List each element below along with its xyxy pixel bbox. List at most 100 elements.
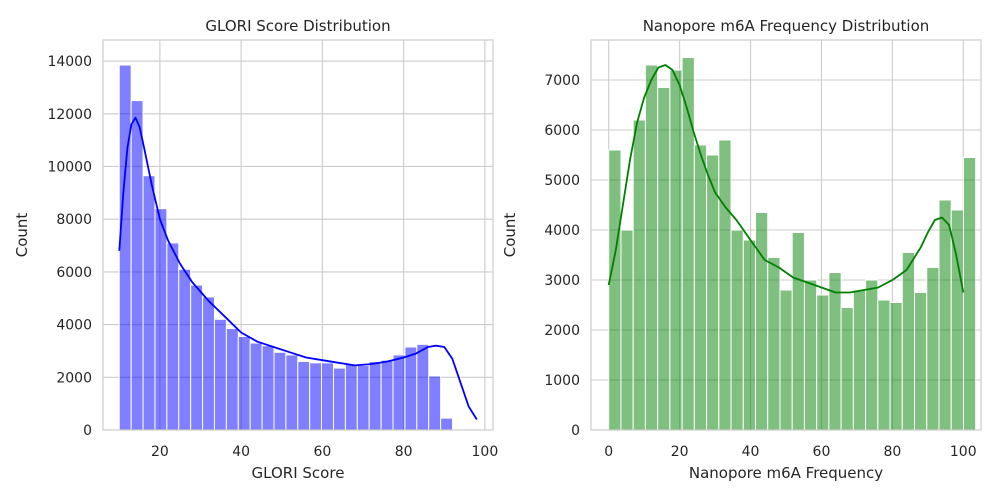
- nanopore-histogram-bar: [865, 279, 879, 431]
- nanopore-kde-line: [607, 64, 965, 294]
- nanopore-kde-curve: [607, 64, 965, 294]
- nanopore-x-tick-label: 80: [883, 444, 901, 460]
- nanopore-histogram-bar: [816, 294, 830, 431]
- nanopore-histogram-bar: [742, 239, 757, 431]
- nanopore-histogram-bar: [767, 257, 781, 431]
- glori-histogram-bar: [404, 346, 418, 431]
- nanopore-y-tick-labels: 0 1000 2000 3000 4000 5000 6000 7000: [544, 73, 580, 439]
- glori-y-axis-label: Count: [13, 213, 31, 258]
- glori-histogram-bar: [321, 362, 335, 431]
- glori-histogram-bar: [154, 208, 168, 431]
- nanopore-histogram-bar: [828, 272, 842, 431]
- glori-histogram-bar: [344, 363, 358, 431]
- nanopore-y-tick-label: 1000: [544, 373, 580, 389]
- glori-histogram-bar: [333, 367, 346, 431]
- nanopore-y-tick-label: 3000: [544, 273, 580, 289]
- nanopore-x-tick-label: 60: [813, 444, 831, 460]
- nanopore-histogram-bar: [669, 69, 683, 431]
- glori-bars: [118, 64, 454, 431]
- nanopore-y-tick-label: 0: [571, 423, 580, 439]
- nanopore-histogram-bar: [926, 267, 940, 431]
- glori-histogram-bar: [380, 359, 394, 431]
- glori-score-histogram: 20 40 60 80 100 0 2000 4000 6000 8000 10000 12000 1…: [13, 17, 498, 482]
- nanopore-y-tick-label: 4000: [544, 223, 580, 239]
- nanopore-histogram-bar: [889, 302, 903, 431]
- nanopore-histogram-bar: [877, 299, 891, 431]
- glori-y-tick-label: 0: [83, 423, 92, 439]
- glori-histogram-bar: [285, 354, 299, 431]
- nanopore-histogram-bar: [755, 212, 769, 431]
- nanopore-histogram-bar: [914, 292, 928, 431]
- glori-histogram-bar: [225, 328, 239, 431]
- glori-y-tick-label: 12000: [47, 107, 92, 123]
- glori-histogram-bar: [261, 345, 275, 431]
- nanopore-histogram-bar: [632, 119, 646, 431]
- glori-histogram-bar: [142, 175, 156, 431]
- glori-histogram-bar: [273, 351, 287, 431]
- nanopore-histogram-bar: [962, 157, 977, 431]
- glori-y-tick-label: 6000: [56, 265, 92, 281]
- glori-x-tick-labels: 20 40 60 80 100: [151, 444, 498, 460]
- glori-y-tick-label: 2000: [56, 370, 92, 386]
- glori-histogram-bar: [202, 296, 215, 431]
- glori-x-tick-label: 80: [395, 444, 413, 460]
- glori-histogram-bar: [213, 318, 227, 431]
- glori-y-tick-label: 8000: [56, 212, 92, 228]
- nanopore-x-tick-label: 40: [742, 444, 760, 460]
- nanopore-histogram-bar: [803, 279, 818, 431]
- glori-chart-title: GLORI Score Distribution: [205, 17, 390, 35]
- nanopore-histogram-bar: [938, 199, 952, 431]
- nanopore-histogram-bar: [779, 289, 793, 431]
- glori-histogram-bar: [368, 360, 382, 431]
- nanopore-histogram-bar: [718, 139, 732, 431]
- nanopore-histogram-bar: [901, 252, 916, 431]
- nanopore-y-tick-label: 6000: [544, 123, 580, 139]
- nanopore-histogram-bar: [608, 149, 622, 431]
- glori-histogram-bar: [166, 242, 180, 431]
- nanopore-histogram-bar: [791, 232, 805, 431]
- nanopore-x-axis-label: Nanopore m6A Frequency: [689, 464, 883, 482]
- nanopore-y-tick-label: 5000: [544, 173, 580, 189]
- glori-histogram-bar: [428, 375, 442, 431]
- glori-y-tick-label: 10000: [47, 159, 92, 175]
- nanopore-histogram-bar: [852, 289, 867, 431]
- glori-histogram-bar: [440, 417, 454, 431]
- nanopore-y-tick-label: 7000: [544, 73, 580, 89]
- glori-histogram-bar: [237, 335, 251, 431]
- glori-x-tick-label: 40: [232, 444, 250, 460]
- glori-histogram-bar: [356, 364, 370, 431]
- glori-x-tick-label: 60: [313, 444, 331, 460]
- glori-kde-curve: [118, 116, 478, 420]
- nanopore-axes-frame: [590, 39, 982, 431]
- glori-y-tick-labels: 0 2000 4000 6000 8000 10000 12000 14000: [47, 54, 92, 439]
- nanopore-chart-title: Nanopore m6A Frequency Distribution: [643, 17, 930, 35]
- glori-histogram-bar: [130, 100, 144, 431]
- glori-y-tick-label: 4000: [56, 318, 92, 334]
- glori-histogram-bar: [178, 268, 192, 431]
- glori-histogram-bar: [416, 343, 430, 431]
- glori-x-tick-label: 100: [472, 444, 499, 460]
- glori-histogram-bar: [392, 354, 406, 431]
- nanopore-histogram-bar: [657, 87, 671, 431]
- glori-x-tick-label: 20: [151, 444, 169, 460]
- glori-y-tick-label: 14000: [47, 54, 92, 70]
- nanopore-m6a-histogram: 0 20 40 60 80 100 0 1000 2000 3000 4000 5000 6000 70…: [501, 17, 982, 482]
- nanopore-y-axis-label: Count: [501, 213, 519, 258]
- glori-histogram-bar: [249, 342, 263, 431]
- glori-kde-line: [118, 116, 478, 420]
- nanopore-x-tick-label: 0: [604, 444, 613, 460]
- nanopore-x-tick-labels: 0 20 40 60 80 100: [604, 444, 976, 460]
- nanopore-histogram-bar: [840, 307, 854, 431]
- nanopore-histogram-bar: [730, 229, 744, 431]
- glori-histogram-bar: [309, 362, 323, 431]
- nanopore-y-tick-label: 2000: [544, 323, 580, 339]
- nanopore-histogram-bar: [693, 144, 708, 431]
- nanopore-x-tick-label: 100: [950, 444, 977, 460]
- nanopore-x-tick-label: 20: [671, 444, 689, 460]
- glori-axes-frame: [102, 39, 494, 431]
- glori-histogram-bar: [190, 284, 204, 431]
- glori-x-axis-label: GLORI Score: [252, 464, 345, 482]
- nanopore-histogram-bar: [620, 229, 634, 431]
- glori-histogram-bar: [297, 360, 311, 431]
